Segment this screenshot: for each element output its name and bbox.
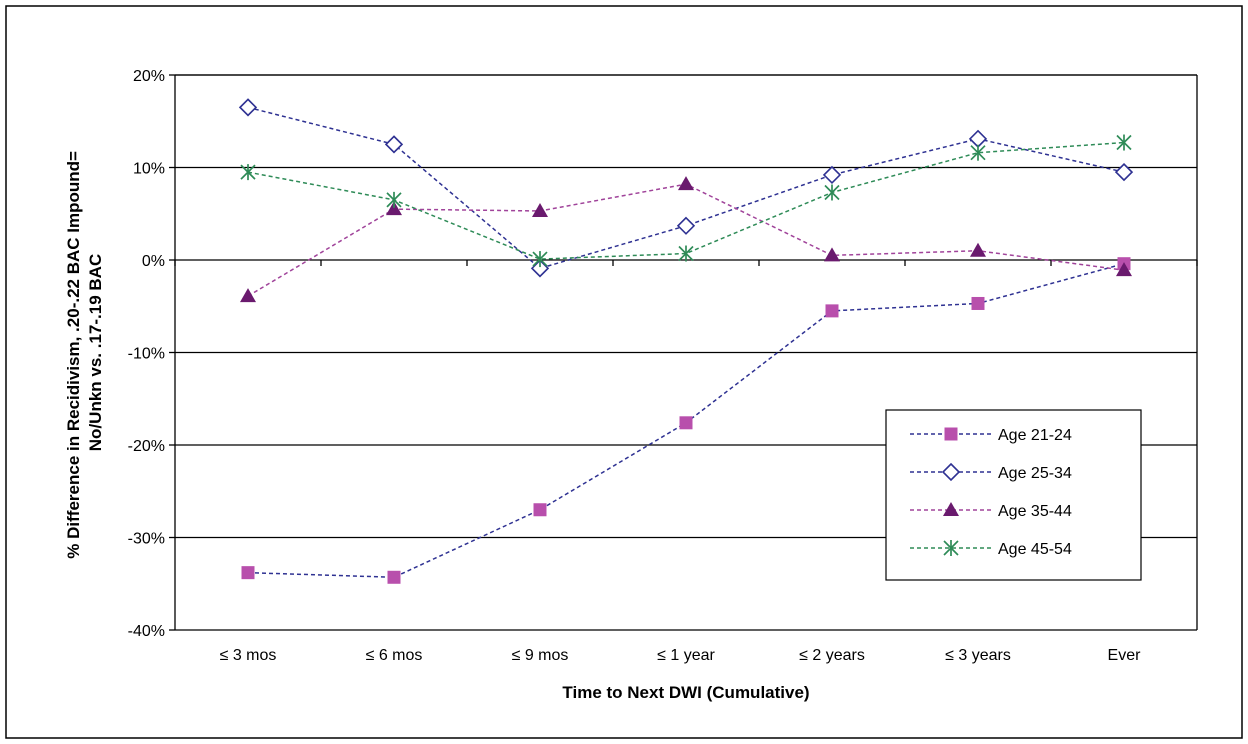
- data-point: [679, 416, 693, 430]
- y-tick-label: 20%: [133, 68, 165, 85]
- data-point: [1116, 262, 1132, 277]
- y-axis-title-line-2: No/Unkn vs. .17-.19 BAC: [86, 254, 105, 451]
- data-point: [532, 251, 548, 268]
- legend-marker: [941, 462, 961, 482]
- plot-area: ≤ 3 mos ≤ 6 mos ≤ 9 mos ≤ 1 year ≤ 2 years ≤ …: [128, 68, 1198, 664]
- y-tick-label: 0%: [142, 253, 165, 270]
- legend-label: Age 25-34: [998, 465, 1072, 482]
- data-point: [384, 135, 404, 154]
- series-layer: [238, 98, 1134, 584]
- x-tick-label: ≤ 6 mos: [366, 647, 423, 664]
- x-tick-label: ≤ 9 mos: [512, 647, 569, 664]
- x-tick-label: ≤ 2 years: [799, 647, 865, 664]
- y-axis-title-line-1: % Difference in Recidivism, .20-.22 BAC …: [64, 151, 83, 559]
- data-point: [240, 288, 256, 303]
- series-1: [241, 257, 1131, 584]
- legend-item: Age 35-44: [910, 502, 1072, 520]
- y-tick-label: -20%: [128, 438, 165, 455]
- y-tick-label: -30%: [128, 531, 165, 548]
- series-4: [240, 134, 1132, 268]
- x-tick-label: Ever: [1108, 647, 1142, 664]
- data-point: [386, 191, 402, 208]
- legend-marker: [943, 502, 959, 516]
- y-tick-label: -40%: [128, 623, 165, 640]
- data-point: [1116, 134, 1132, 151]
- data-point: [386, 201, 402, 216]
- legend-label: Age 21-24: [998, 427, 1072, 444]
- legend-marker: [943, 540, 959, 556]
- data-point: [676, 216, 696, 235]
- x-tick-label: ≤ 3 mos: [220, 647, 277, 664]
- data-point: [240, 164, 256, 181]
- x-ticks: ≤ 3 mos ≤ 6 mos ≤ 9 mos ≤ 1 year ≤ 2 years ≤ …: [174, 259, 1198, 664]
- y-axis-title: % Difference in Recidivism, .20-.22 BAC …: [64, 146, 105, 558]
- data-point: [825, 304, 839, 318]
- legend-label: Age 45-54: [998, 541, 1072, 558]
- data-point: [387, 570, 401, 584]
- data-point: [970, 144, 986, 161]
- legend-marker: [944, 427, 958, 441]
- legend-label: Age 35-44: [998, 503, 1072, 520]
- legend: Age 21-24 Age 25-34 Age 35-44 Age 45-54: [885, 409, 1142, 581]
- legend-item: Age 45-54: [910, 540, 1072, 558]
- data-point: [530, 259, 550, 278]
- series-3: [240, 176, 1132, 303]
- legend-item: Age 25-34: [910, 462, 1072, 482]
- data-point: [971, 296, 985, 310]
- legend-item: Age 21-24: [910, 427, 1072, 444]
- data-point: [238, 98, 258, 117]
- data-point: [824, 184, 840, 201]
- y-tick-label: -10%: [128, 346, 165, 363]
- x-tick-label: ≤ 3 years: [945, 647, 1011, 664]
- data-point: [241, 566, 255, 580]
- x-axis-title: Time to Next DWI (Cumulative): [562, 683, 809, 702]
- data-point: [678, 245, 694, 262]
- data-point: [822, 165, 842, 185]
- data-point: [970, 242, 986, 257]
- legend-box: [885, 409, 1142, 581]
- data-point: [1114, 162, 1134, 182]
- y-tick-label: 10%: [133, 161, 165, 178]
- data-point: [533, 503, 547, 517]
- data-point: [532, 202, 548, 217]
- x-tick-label: ≤ 1 year: [657, 647, 715, 664]
- y-ticks: -40% -30% -20% -10% 0% 10% 20%: [128, 68, 175, 640]
- chart-border: [5, 5, 1243, 739]
- data-point: [824, 247, 840, 262]
- gridlines: [174, 74, 1198, 631]
- data-point: [678, 176, 694, 191]
